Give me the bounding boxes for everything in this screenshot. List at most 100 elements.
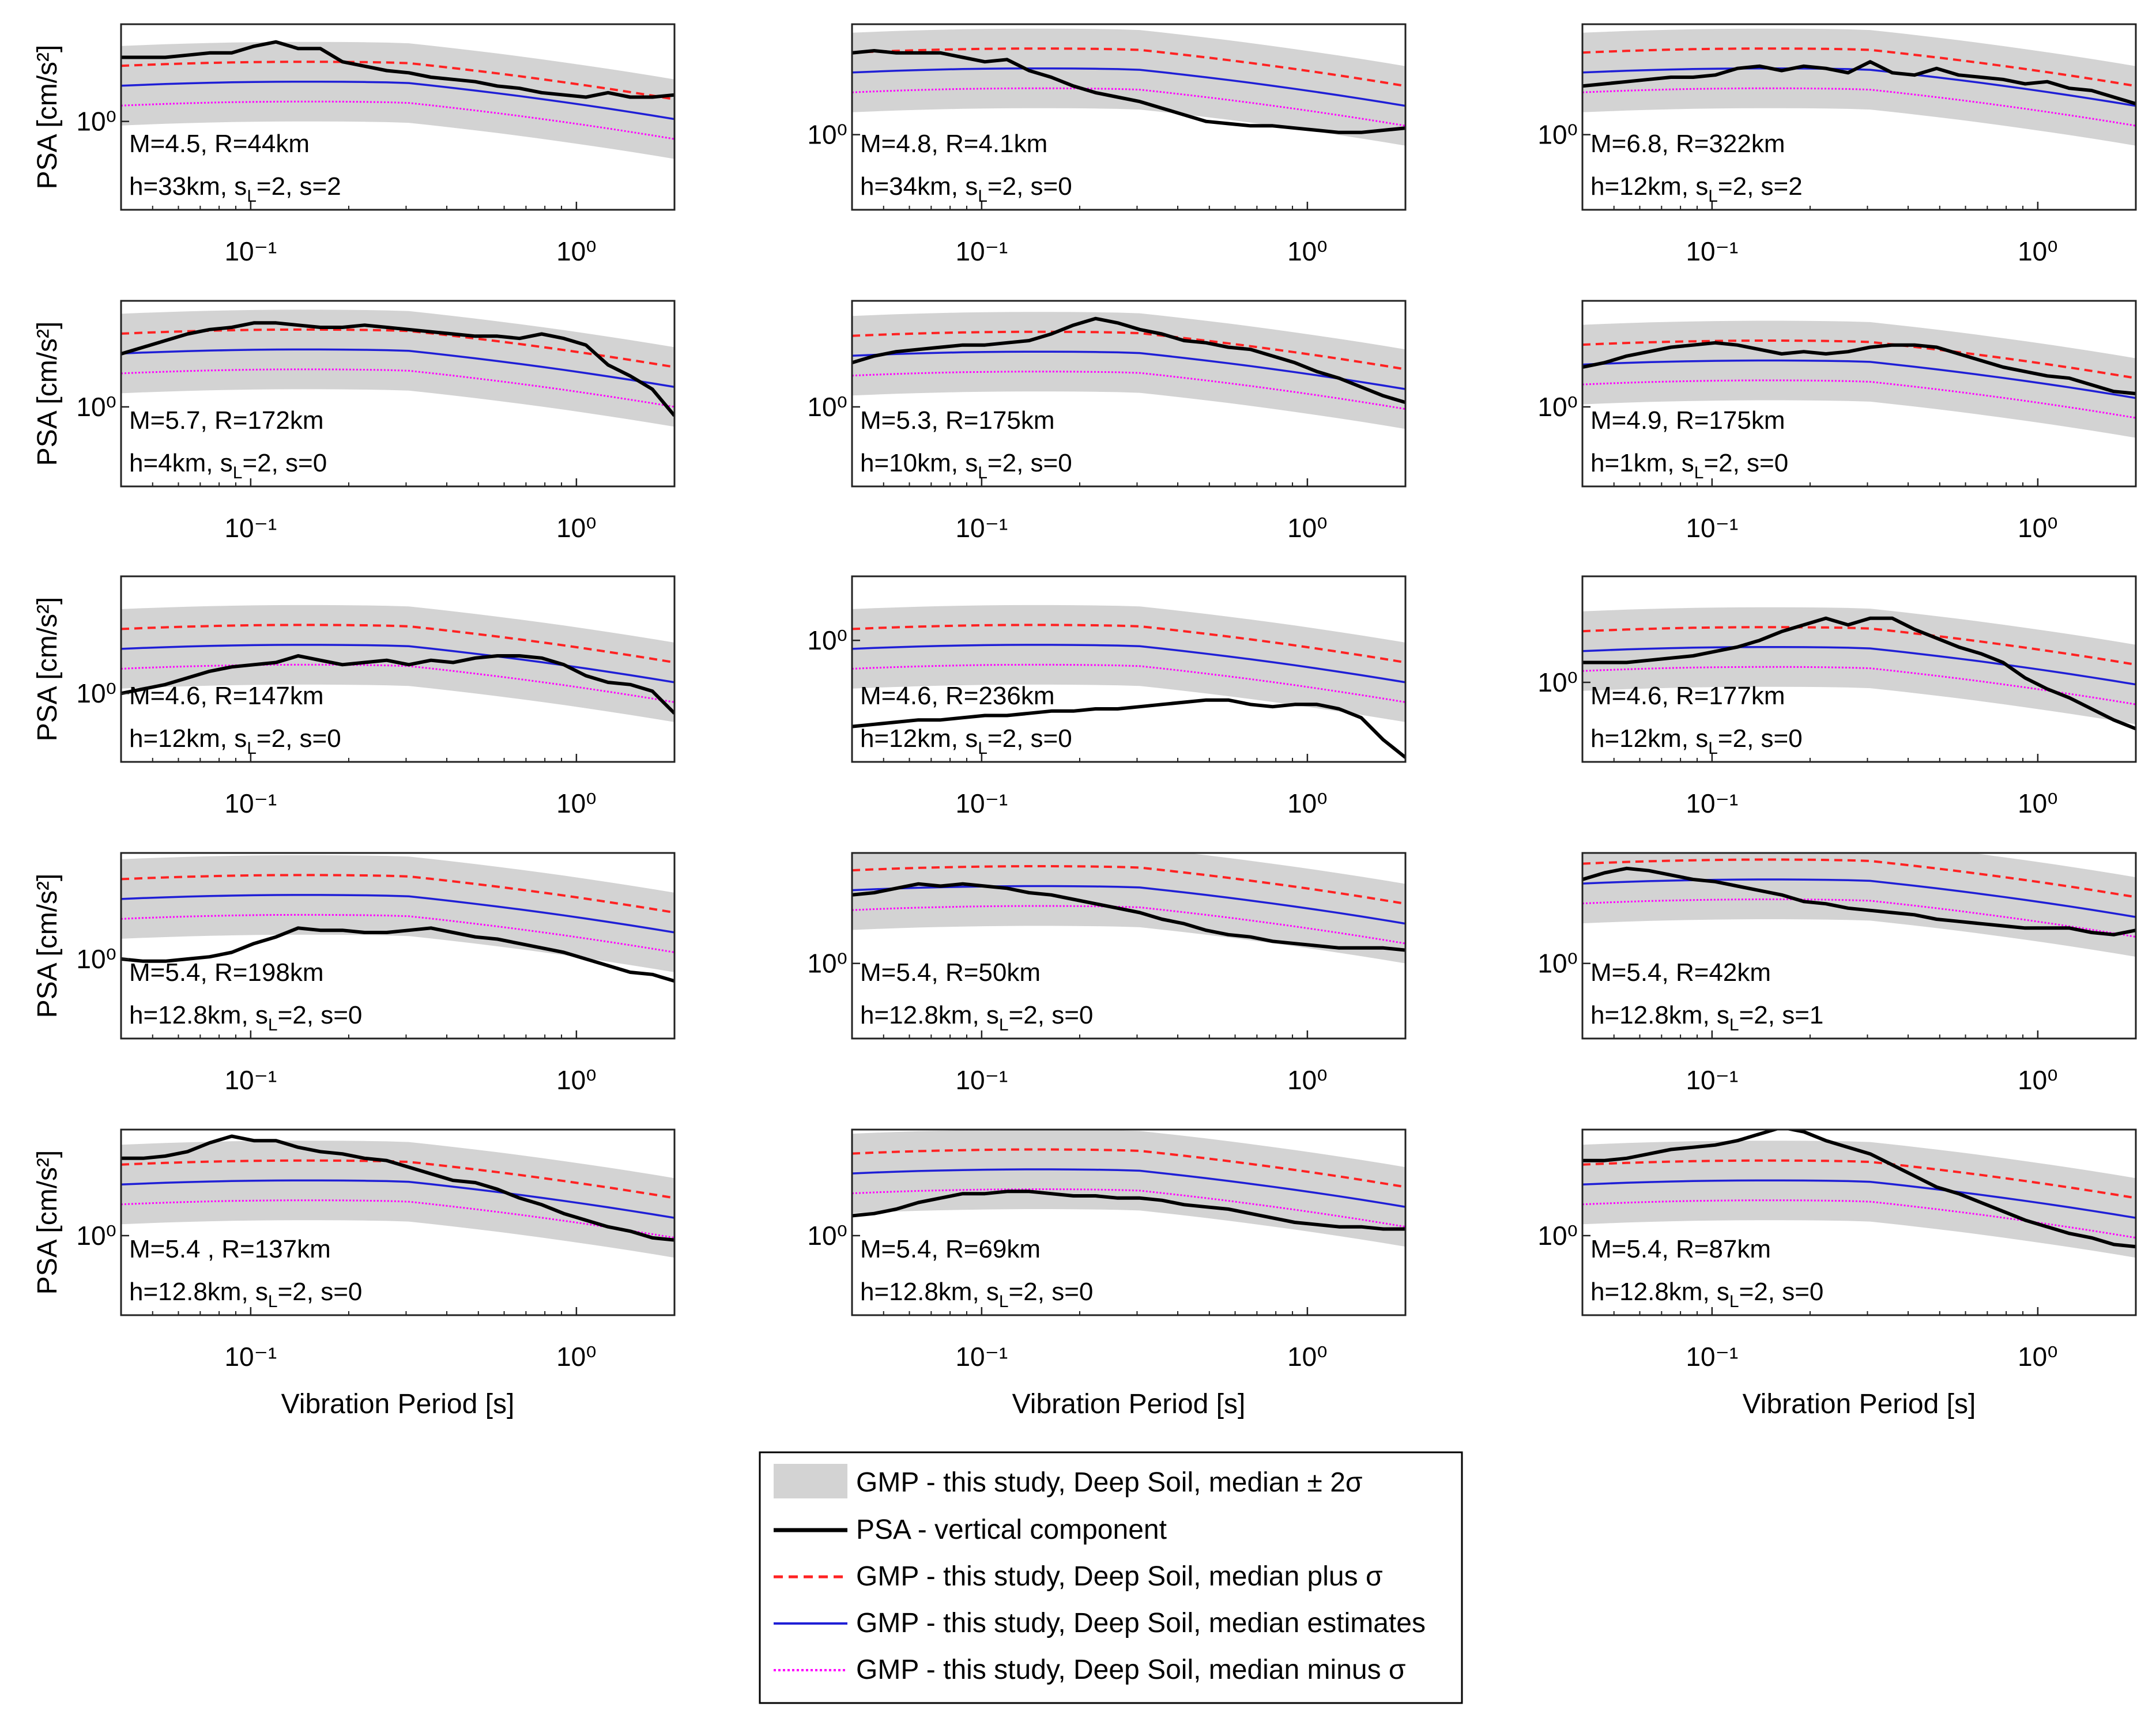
x-tick-label: 10⁻¹ — [955, 788, 1008, 818]
gmp-band-2sigma — [852, 28, 1405, 146]
panel-plot-area — [852, 853, 1405, 964]
panel-annotation-line1: M=6.8, R=322km — [1590, 130, 1785, 158]
x-tick-label: 10⁰ — [556, 1342, 597, 1372]
x-tick-label: 10⁰ — [556, 788, 597, 818]
gmp-median-minus-sigma — [1582, 1199, 2136, 1239]
gmp-band-2sigma — [121, 855, 674, 972]
gmp-band-2sigma — [1582, 320, 2136, 438]
gmp-median-minus-sigma — [121, 368, 674, 408]
gmp-median-minus-sigma — [121, 913, 674, 953]
annotation-prefix: h=12.8km, s — [860, 1278, 999, 1306]
annotation-prefix: h=34km, s — [860, 172, 978, 201]
annotation-subscript: L — [978, 463, 987, 482]
panel-3: 10⁻¹ 10⁰ 10⁰ M=6.8, R=322km h=12km, sL=2, s=… — [1537, 23, 2137, 266]
x-tick-label: 10⁰ — [2018, 1065, 2058, 1095]
panel-frame — [1581, 575, 2137, 763]
annotation-prefix: h=1km, s — [1590, 449, 1694, 477]
y-tick-label: 10⁰ — [807, 392, 847, 422]
gmp-median-minus-sigma — [1582, 898, 2136, 938]
y-tick-label: 10⁰ — [1537, 120, 1578, 150]
x-tick-label: 10⁻¹ — [1686, 1342, 1738, 1372]
panel-annotation-line2: h=12.8km, sL=2, s=0 — [129, 1278, 362, 1311]
x-tick-label: 10⁰ — [2018, 1342, 2058, 1372]
panel-annotation-line1: M=5.4, R=198km — [129, 958, 324, 987]
annotation-suffix: =2, s=2 — [1718, 172, 1803, 201]
gmp-median — [121, 644, 674, 684]
gmp-median-minus-sigma — [852, 663, 1405, 703]
gmp-median-minus-sigma — [121, 100, 674, 140]
gmp-median-minus-sigma — [852, 1188, 1405, 1228]
annotation-suffix: =2, s=0 — [987, 724, 1072, 753]
gmp-median — [852, 350, 1405, 390]
gmp-median — [1582, 1179, 2136, 1219]
annotation-subscript: L — [999, 1015, 1009, 1034]
y-axis-label: PSA [cm/s²] — [32, 1150, 63, 1295]
panel-frame — [120, 1128, 676, 1316]
psa-vertical-line — [852, 698, 1405, 759]
panel-plot-area — [1582, 853, 2136, 957]
gmp-band-2sigma — [121, 41, 674, 159]
annotation-prefix: h=12.8km, s — [860, 1001, 999, 1029]
x-tick-label: 10⁻¹ — [955, 1342, 1008, 1372]
panel-annotation-line2: h=12km, sL=2, s=0 — [1590, 724, 1803, 758]
gmp-median — [1582, 67, 2136, 107]
legend-label-plus: GMP - this study, Deep Soil, median plus… — [856, 1561, 1383, 1592]
y-tick-label: 10⁰ — [76, 107, 116, 137]
gmp-median-minus-sigma — [852, 905, 1405, 945]
annotation-subscript: L — [1729, 1015, 1739, 1034]
x-tick-label: 10⁰ — [1287, 788, 1328, 818]
gmp-median — [1582, 645, 2136, 686]
legend-label-psa: PSA - vertical component — [856, 1515, 1167, 1545]
x-tick-label: 10⁻¹ — [224, 236, 277, 266]
panel-frame — [1581, 1128, 2137, 1316]
panel-frame — [851, 852, 1407, 1040]
panel-plot-area — [121, 855, 674, 983]
y-tick-label: 10⁰ — [1537, 1221, 1578, 1251]
x-tick-label: 10⁰ — [2018, 236, 2058, 266]
x-tick-label: 10⁻¹ — [1686, 513, 1738, 543]
gmp-median-minus-sigma — [1582, 87, 2136, 127]
x-axis-label: Vibration Period [s] — [1743, 1389, 1976, 1419]
annotation-subscript: L — [1729, 1292, 1739, 1311]
x-tick-label: 10⁰ — [556, 1065, 597, 1095]
annotation-prefix: h=12.8km, s — [1590, 1001, 1729, 1029]
gmp-band-2sigma — [852, 853, 1405, 964]
panel-plot-area — [852, 605, 1405, 759]
panel-15: 10⁻¹ 10⁰ 10⁰ M=5.4, R=87km h=12.8km, sL=2, s… — [1537, 1128, 2137, 1419]
annotation-suffix: =2, s=0 — [987, 449, 1072, 477]
panel-plot-area — [121, 605, 674, 722]
panel-annotation-line1: M=5.7, R=172km — [129, 406, 324, 435]
annotation-subscript: L — [247, 187, 257, 206]
legend-swatch-band — [774, 1464, 847, 1498]
gmp-band-2sigma — [1582, 607, 2136, 724]
gmp-median-minus-sigma — [1582, 666, 2136, 705]
gmp-median — [1582, 878, 2136, 918]
annotation-suffix: =2, s=0 — [1009, 1278, 1094, 1306]
panel-9: 10⁻¹ 10⁰ 10⁰ M=4.6, R=177km h=12km, sL=2, s=… — [1537, 575, 2137, 818]
annotation-subscript: L — [268, 1292, 278, 1311]
legend-label-band: GMP - this study, Deep Soil, median ± 2σ — [856, 1467, 1363, 1498]
annotation-prefix: h=10km, s — [860, 449, 978, 477]
annotation-prefix: h=12km, s — [1590, 172, 1708, 201]
y-tick-label: 10⁰ — [1537, 667, 1578, 697]
panel-frame — [851, 1128, 1407, 1316]
annotation-prefix: h=12.8km, s — [129, 1278, 268, 1306]
annotation-suffix: =2, s=0 — [1718, 724, 1803, 753]
legend-label-minus: GMP - this study, Deep Soil, median minu… — [856, 1655, 1406, 1685]
psa-vertical-line — [121, 926, 674, 983]
x-tick-label: 10⁰ — [2018, 788, 2058, 818]
gmp-median — [852, 67, 1405, 107]
gmp-band-2sigma — [852, 312, 1405, 429]
x-tick-label: 10⁻¹ — [1686, 788, 1738, 818]
panel-plot-area — [1582, 320, 2136, 438]
panel-annotation-line2: h=12.8km, sL=2, s=0 — [1590, 1278, 1823, 1311]
panel-annotation-line1: M=5.4, R=87km — [1590, 1235, 1771, 1263]
panel-1: 10⁻¹ 10⁰ 10⁰ M=4.5, R=44km h=33km, sL=2, s=2… — [32, 23, 676, 266]
y-tick-label: 10⁰ — [807, 120, 847, 150]
gmp-band-2sigma — [852, 1130, 1405, 1247]
panel-14: 10⁻¹ 10⁰ 10⁰ M=5.4, R=69km h=12.8km, sL=2, s… — [807, 1128, 1407, 1419]
panel-frame — [120, 300, 676, 488]
psa-vertical-line — [121, 654, 674, 715]
psa-vertical-line — [121, 1134, 674, 1242]
psa-vertical-line — [1582, 866, 2136, 937]
